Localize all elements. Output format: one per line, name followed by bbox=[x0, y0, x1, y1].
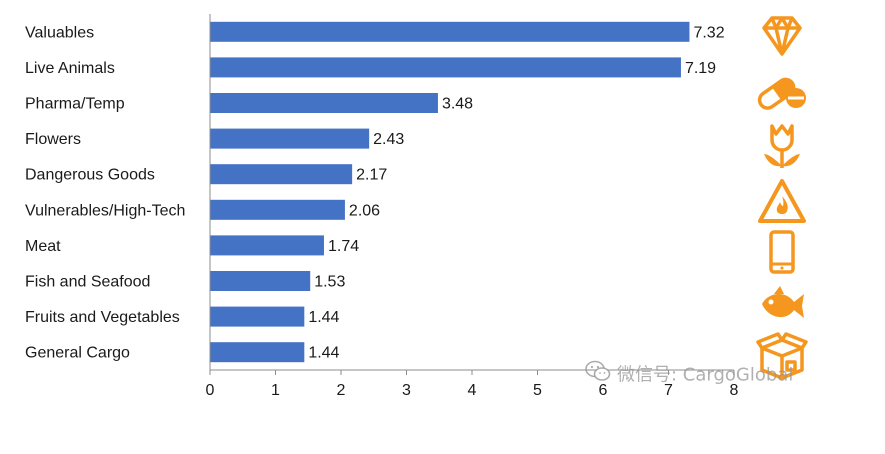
data-label: 7.19 bbox=[685, 60, 716, 77]
data-label: 7.32 bbox=[693, 24, 724, 41]
hazard-fire-icon bbox=[756, 176, 808, 228]
data-label: 3.48 bbox=[442, 96, 473, 113]
bars-layer: 7.32 7.19 3.48 2.43 2.17 2.06 1.74 1.53 1.44 1.44 bbox=[210, 21, 725, 363]
bar bbox=[210, 164, 353, 185]
data-label: 2.06 bbox=[349, 202, 380, 219]
x-tick-label: 5 bbox=[533, 382, 542, 399]
x-tick-label: 2 bbox=[337, 382, 346, 399]
bar bbox=[210, 306, 305, 327]
watermark-text: 微信号: CargoGlobal bbox=[617, 364, 794, 386]
smartphone-icon bbox=[756, 228, 808, 280]
axes-layer: Valuables Live Animals Pharma/Temp Flowers D… bbox=[25, 14, 739, 399]
cargo-box-icon bbox=[756, 330, 808, 382]
bar bbox=[210, 21, 690, 42]
x-tick-label: 8 bbox=[730, 382, 739, 399]
data-label: 2.43 bbox=[373, 131, 404, 148]
bar bbox=[210, 199, 345, 220]
data-label: 1.53 bbox=[314, 274, 345, 291]
x-tick-label: 1 bbox=[271, 382, 280, 399]
x-tick-label: 4 bbox=[468, 382, 477, 399]
bar bbox=[210, 128, 370, 149]
data-label: 2.17 bbox=[356, 167, 387, 184]
bar bbox=[210, 271, 311, 291]
category-label: Pharma/Temp bbox=[25, 96, 125, 113]
category-label: Fruits and Vegetables bbox=[25, 309, 180, 326]
data-label: 1.44 bbox=[308, 345, 339, 362]
category-label: Fish and Seafood bbox=[25, 274, 150, 291]
data-label: 1.44 bbox=[308, 309, 339, 326]
category-label: Flowers bbox=[25, 131, 81, 148]
x-tick-label: 6 bbox=[599, 382, 608, 399]
tulip-icon bbox=[756, 120, 808, 172]
x-tick-label: 0 bbox=[206, 382, 215, 399]
diamond-icon bbox=[756, 10, 808, 62]
bar bbox=[210, 342, 305, 363]
wechat-logo-icon bbox=[585, 360, 611, 387]
bar bbox=[210, 93, 438, 113]
bar bbox=[210, 57, 681, 78]
x-tick-label: 3 bbox=[402, 382, 411, 399]
watermark: 微信号: CargoGlobal bbox=[585, 360, 793, 387]
category-label: Dangerous Goods bbox=[25, 167, 155, 184]
category-label: General Cargo bbox=[25, 345, 130, 362]
data-label: 1.74 bbox=[328, 238, 359, 255]
fish-icon bbox=[756, 280, 808, 332]
category-label: Live Animals bbox=[25, 60, 115, 77]
category-label: Vulnerables/High-Tech bbox=[25, 202, 185, 219]
x-tick-label: 7 bbox=[664, 382, 673, 399]
category-label: Meat bbox=[25, 238, 61, 255]
pill-icon bbox=[756, 66, 808, 118]
bar bbox=[210, 235, 324, 256]
category-label: Valuables bbox=[25, 24, 94, 41]
